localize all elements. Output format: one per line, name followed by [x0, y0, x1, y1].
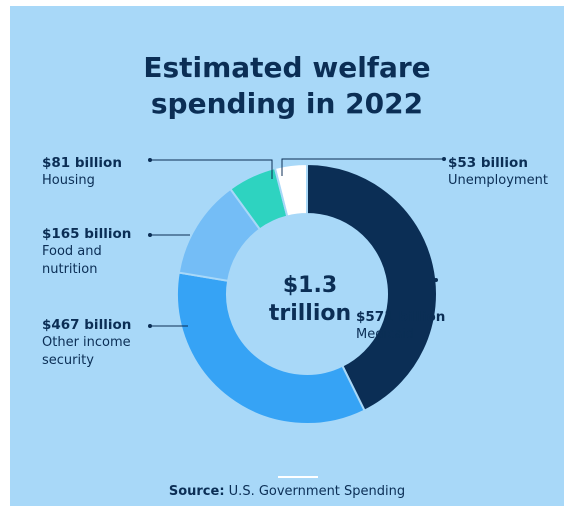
slice-amount-medicaid: $571 billion	[356, 309, 446, 325]
center-total-unit: trillion	[268, 301, 352, 326]
leader-dot-food-and-nutrition	[148, 233, 152, 237]
leader-dot-medicaid	[434, 278, 438, 282]
slice-label-medicaid: $571 billion Medicaid	[356, 308, 445, 344]
source-divider	[278, 476, 318, 478]
leader-line-unemployment	[281, 158, 444, 176]
leader-dot-housing	[148, 158, 152, 162]
slice-other-income-security	[176, 271, 366, 425]
leader-dot-other-income-security	[148, 324, 152, 328]
slice-medicaid	[306, 162, 438, 412]
leader-line-housing	[150, 159, 273, 179]
donut-center-total: $1.3 trillion	[240, 272, 380, 328]
source-label: Source:	[168, 484, 225, 499]
chart-title: Estimated welfare spending in 2022	[10, 50, 564, 122]
slice-amount-unemployment: $53 billion	[448, 155, 528, 171]
slice-category-food-and-nutrition: Food and nutrition	[42, 244, 102, 277]
center-total-value: $1.3	[282, 273, 338, 298]
slice-category-unemployment: Unemployment	[448, 173, 548, 188]
slice-label-other-income-security: $467 billion Other income security	[42, 316, 131, 370]
slice-label-housing: $81 billion Housing	[42, 154, 122, 190]
slice-category-medicaid: Medicaid	[356, 327, 415, 342]
slice-unemployment	[273, 162, 308, 218]
source-text: U.S. Government Spending	[228, 484, 406, 499]
leader-dot-unemployment	[442, 157, 446, 161]
donut-chart	[148, 157, 446, 425]
chart-card: Estimated welfare spending in 2022 $1.3 …	[10, 6, 564, 506]
chart-title-line-1: Estimated welfare	[143, 51, 431, 84]
slice-category-other-income-security: Other income security	[42, 335, 131, 368]
slice-label-food-and-nutrition: $165 billion Food and nutrition	[42, 225, 131, 279]
slice-amount-housing: $81 billion	[42, 155, 122, 171]
slice-amount-food-and-nutrition: $165 billion	[42, 226, 132, 242]
slice-label-unemployment: $53 billion Unemployment	[448, 154, 548, 190]
chart-title-line-2: spending in 2022	[150, 87, 424, 120]
slice-category-housing: Housing	[42, 173, 95, 188]
slice-amount-other-income-security: $467 billion	[42, 317, 132, 333]
chart-source: Source: U.S. Government Spending	[10, 484, 564, 499]
